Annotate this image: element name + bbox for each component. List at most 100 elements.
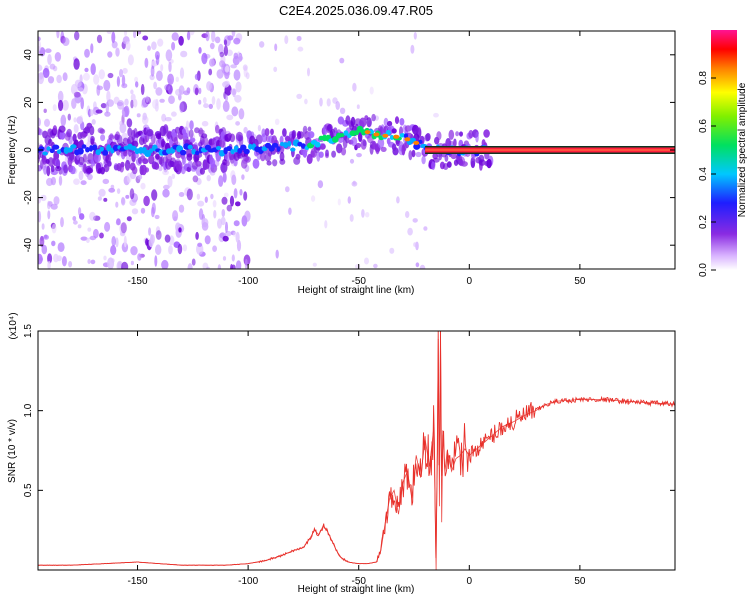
noise-blob [84, 67, 89, 73]
figure-title: C2E4.2025.036.09.47.R05 [279, 3, 433, 18]
band-blob [84, 126, 90, 132]
band-blob [238, 136, 244, 147]
noise-blob [70, 83, 78, 95]
band-blob [161, 138, 165, 148]
noise-blob [235, 201, 241, 207]
noise-blob [231, 106, 239, 117]
noise-blob [208, 68, 213, 76]
noise-blob [45, 48, 52, 53]
noise-blob [89, 109, 94, 116]
noise-blob [73, 91, 81, 98]
band-blob [123, 150, 128, 157]
noise-blob [90, 43, 94, 54]
noise-blob [243, 126, 248, 134]
noise-blob [171, 32, 179, 41]
noise-blob [133, 98, 138, 108]
noise-blob [120, 222, 127, 234]
band-blob [362, 139, 367, 147]
spectrogram-y-tick-label: -20 [23, 190, 34, 205]
noise-blob [106, 31, 112, 34]
snr-y-tick-label: 1.5 [23, 324, 34, 338]
ridge-blob [91, 144, 98, 151]
noise-blob [238, 56, 244, 61]
band-blob [252, 158, 260, 169]
noise-blob [296, 93, 303, 99]
band-blob [189, 137, 196, 143]
band-blob [291, 130, 296, 140]
noise-blob [79, 213, 85, 220]
ridge-blob [399, 133, 406, 138]
noise-blob [107, 72, 114, 79]
noise-blob [56, 74, 62, 84]
peak-blob [393, 134, 400, 139]
band-blob [100, 134, 106, 142]
band-blob [272, 159, 278, 167]
band-blob [225, 160, 230, 167]
band-blob [448, 129, 455, 140]
noise-blob [235, 260, 242, 269]
band-blob [270, 128, 274, 135]
noise-blob [217, 264, 222, 269]
band-blob [470, 156, 476, 168]
noise-blob [231, 31, 236, 37]
noise-blob [95, 109, 103, 114]
noise-blob [225, 221, 228, 233]
noise-blob [222, 256, 227, 261]
noise-blob [208, 103, 213, 109]
spectrogram-x-tick-label: -100 [238, 276, 258, 287]
noise-blob [198, 87, 202, 95]
noise-blob [205, 31, 210, 42]
noise-blob [259, 41, 265, 48]
snr-frame [37, 330, 676, 571]
band-blob [436, 131, 442, 141]
noise-blob [180, 50, 188, 58]
noise-blob [153, 81, 158, 90]
noise-blob [119, 120, 123, 127]
noise-blob [209, 42, 215, 50]
noise-blob [226, 114, 234, 121]
noise-blob [361, 209, 365, 218]
noise-blob [285, 186, 290, 193]
noise-blob [142, 112, 147, 121]
noise-blob [51, 240, 56, 247]
noise-blob [44, 118, 50, 127]
noise-blob [224, 70, 230, 80]
band-blob [69, 165, 76, 175]
band-blob [486, 158, 492, 169]
noise-blob [131, 208, 139, 215]
ridge-blob [225, 146, 233, 152]
noise-blob [433, 112, 439, 118]
noise-blob [219, 60, 226, 68]
noise-blob [220, 216, 226, 226]
ridge-blob [215, 146, 222, 150]
noise-blob [77, 87, 84, 92]
ridge-blob [389, 135, 394, 140]
band-blob [392, 147, 399, 156]
noise-blob [161, 259, 169, 269]
band-blob [340, 147, 347, 156]
ridge-blob [240, 144, 247, 151]
noise-blob [90, 259, 96, 265]
noise-blob [192, 175, 199, 183]
noise-blob [216, 98, 221, 110]
band-blob [46, 165, 51, 177]
ridge-blob [191, 148, 196, 155]
noise-blob [87, 227, 92, 232]
band-blob [350, 116, 356, 127]
noise-blob [155, 54, 160, 66]
noise-blob [130, 89, 134, 95]
noise-blob [73, 117, 77, 123]
band-blob [415, 151, 422, 158]
noise-blob [183, 90, 190, 96]
noise-blob [356, 153, 362, 158]
noise-blob [175, 76, 179, 83]
ridge-blob [300, 143, 306, 149]
noise-blob [150, 65, 155, 77]
band-blob [432, 157, 440, 163]
noise-blob [288, 207, 292, 215]
noise-blob [140, 83, 145, 96]
noise-blob [373, 263, 378, 269]
snr-y-ticks: 0.5 1.0 1.5 [23, 324, 675, 497]
colorbar-gradient [711, 30, 737, 270]
noise-blob [245, 72, 250, 80]
